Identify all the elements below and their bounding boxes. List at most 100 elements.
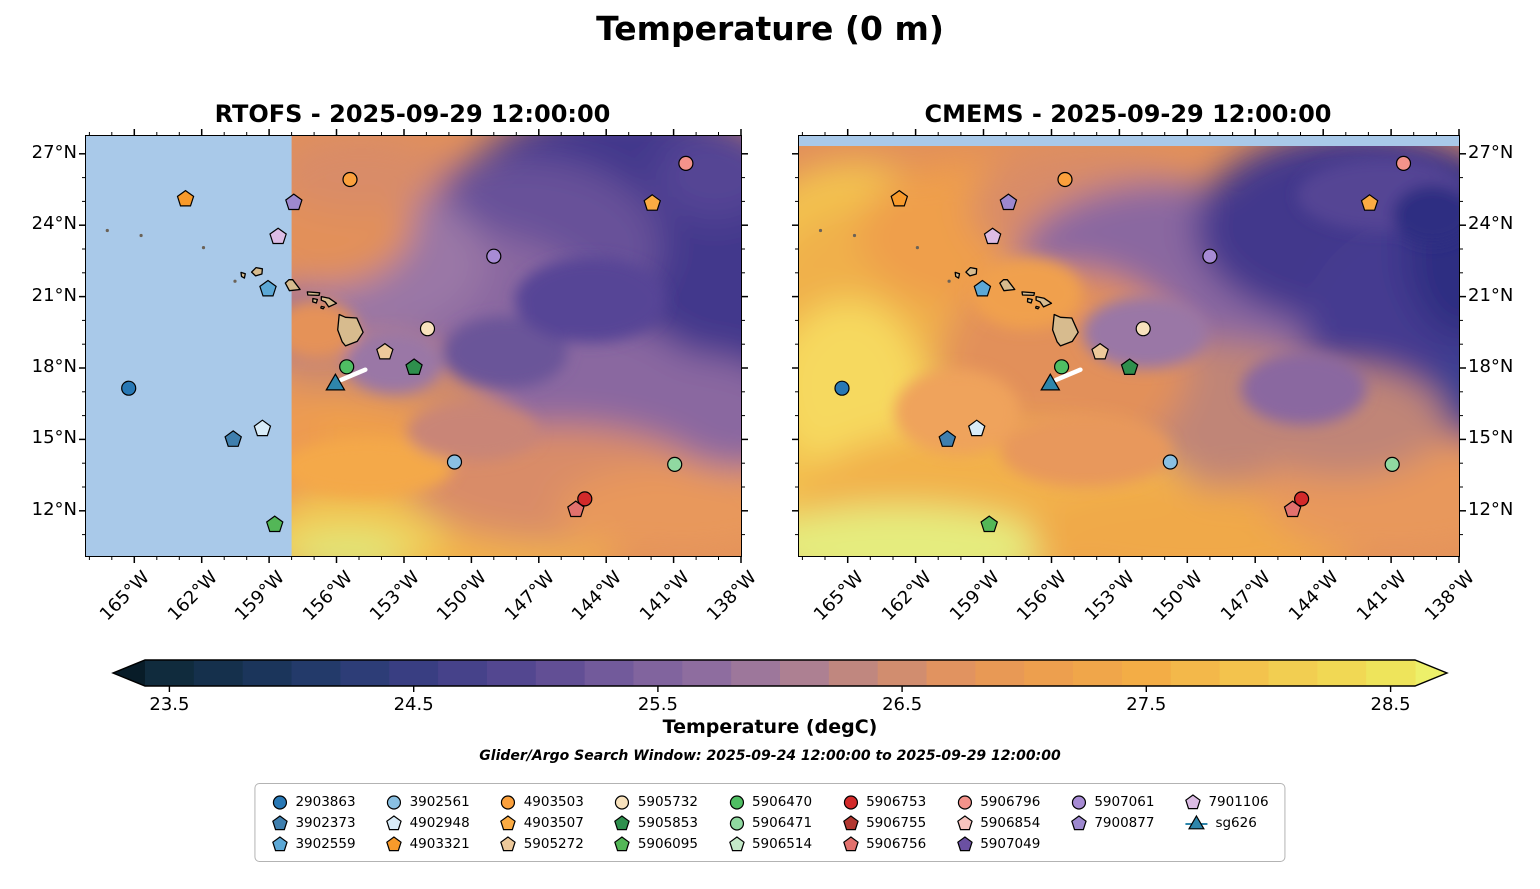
legend-label: 5906470 bbox=[751, 793, 813, 810]
float-legend-marker-icon bbox=[1071, 794, 1086, 810]
float-legend-marker-icon bbox=[615, 794, 630, 810]
lat-tick-label: 15°N bbox=[1468, 427, 1514, 449]
float-legend-marker-icon bbox=[272, 835, 288, 851]
float-marker-5906471 bbox=[1384, 456, 1400, 472]
legend-pentagon-marker bbox=[956, 814, 973, 830]
float-legend-marker-icon bbox=[843, 794, 858, 810]
glider-marker-sg626 bbox=[325, 373, 346, 391]
legend-pentagon-marker bbox=[614, 814, 631, 830]
lon-tick-label: 138°W bbox=[702, 567, 761, 626]
legend-label: 4903503 bbox=[523, 793, 584, 810]
float-legend-marker-icon bbox=[957, 794, 972, 810]
legend-label: 5906796 bbox=[980, 793, 1041, 810]
colorbar-tick-label: 26.5 bbox=[882, 694, 923, 715]
legend-item-5905732: 5905732 bbox=[614, 792, 698, 811]
lat-tick-label: 12°N bbox=[31, 498, 77, 520]
legend-circle-marker bbox=[729, 794, 744, 810]
legend-label: 4903507 bbox=[523, 814, 584, 831]
colorbar-tick-label: 23.5 bbox=[149, 694, 190, 715]
island-hawaii bbox=[337, 313, 364, 347]
legend-item-4903503: 4903503 bbox=[500, 792, 584, 811]
legend-label: 5906471 bbox=[751, 814, 813, 831]
cmems-top-strip bbox=[799, 136, 1459, 146]
float-marker-3902561 bbox=[1162, 454, 1178, 470]
legend-label: 5906514 bbox=[751, 835, 813, 852]
legend-item-3902373: 3902373 bbox=[271, 813, 356, 832]
legend-label: 7900877 bbox=[1094, 814, 1155, 831]
lat-tick-label: 27°N bbox=[1468, 141, 1514, 163]
island-niihau bbox=[954, 271, 961, 279]
legend-pentagon-marker bbox=[386, 814, 402, 830]
lon-tick-label: 165°W bbox=[809, 567, 868, 626]
colorbar bbox=[0, 656, 1540, 696]
legend-label: 5906756 bbox=[866, 835, 927, 852]
colorbar-tick-label: 24.5 bbox=[393, 694, 434, 715]
legend-label: 5906854 bbox=[980, 814, 1041, 831]
islet-speck bbox=[947, 279, 951, 283]
float-marker-4903507 bbox=[1360, 194, 1379, 211]
float-marker-4903503 bbox=[342, 171, 358, 188]
islet-speck bbox=[818, 228, 823, 233]
legend-item-4902948: 4902948 bbox=[386, 813, 470, 832]
legend-item-5906854: 5906854 bbox=[956, 813, 1040, 832]
float-legend-marker-icon bbox=[386, 835, 402, 851]
island-kauai bbox=[965, 266, 978, 277]
legend-pentagon-marker bbox=[842, 835, 859, 851]
island-lanai bbox=[1026, 297, 1033, 304]
legend-label: 5907049 bbox=[980, 835, 1041, 852]
float-marker-4903321 bbox=[176, 189, 195, 207]
island-niihau bbox=[240, 271, 246, 279]
float-marker-5906753 bbox=[1294, 491, 1310, 507]
float-marker-5905272 bbox=[376, 342, 394, 360]
float-marker-2903863 bbox=[834, 380, 850, 396]
float-legend-marker-icon bbox=[500, 835, 516, 851]
legend-pentagon-marker bbox=[500, 835, 516, 851]
lon-tick-label: 141°W bbox=[635, 567, 694, 626]
glider-track bbox=[338, 367, 368, 383]
legend-item-5906753: 5906753 bbox=[842, 792, 926, 811]
islet-speck bbox=[201, 246, 206, 250]
legend-circle-marker bbox=[957, 794, 972, 810]
legend-label: 5906755 bbox=[866, 814, 927, 831]
float-marker-5905853 bbox=[1120, 358, 1139, 375]
islet-speck bbox=[915, 246, 919, 250]
legend-label: 5905853 bbox=[637, 814, 698, 831]
legend: 2903863 3902561 4903503 5905732 5906470 59067… bbox=[254, 783, 1286, 862]
legend-item-2903863: 2903863 bbox=[271, 792, 356, 811]
float-marker-5906470 bbox=[1054, 359, 1070, 375]
legend-circle-marker bbox=[1071, 794, 1086, 810]
float-legend-marker-icon bbox=[729, 815, 744, 831]
float-marker-5906796 bbox=[678, 155, 694, 171]
map-overlay bbox=[792, 129, 1466, 563]
lon-tick-label: 144°W bbox=[567, 567, 627, 626]
legend-label: 5906753 bbox=[866, 793, 927, 810]
lon-tick-label: 162°W bbox=[877, 567, 936, 626]
float-marker-5906796 bbox=[1395, 155, 1412, 171]
legend-pentagon-marker bbox=[1185, 793, 1201, 809]
island-lanai bbox=[312, 297, 319, 304]
cmems-map bbox=[792, 129, 1466, 563]
float-legend-marker-icon bbox=[956, 814, 973, 830]
legend-label: sg626 bbox=[1215, 814, 1257, 831]
lon-tick-label: 138°W bbox=[1420, 567, 1479, 626]
lat-tick-label: 21°N bbox=[31, 284, 77, 306]
float-marker-3902561 bbox=[446, 454, 463, 470]
float-marker-5906471 bbox=[667, 456, 683, 472]
lon-tick-label: 156°W bbox=[298, 567, 357, 626]
float-legend-marker-icon bbox=[386, 814, 402, 830]
colorbar-label: Temperature (degC) bbox=[662, 716, 878, 738]
float-marker-5907061 bbox=[1202, 248, 1218, 264]
lon-tick-label: 165°W bbox=[96, 567, 155, 626]
legend-pentagon-marker bbox=[956, 835, 973, 851]
legend-pentagon-marker bbox=[842, 814, 859, 830]
float-legend-marker-icon bbox=[842, 835, 859, 851]
rtofs-panel-title: RTOFS - 2025-09-29 12:00:00 bbox=[214, 100, 611, 128]
glider-track bbox=[1053, 367, 1083, 383]
float-marker-5907061 bbox=[486, 248, 502, 264]
legend-item-4903321: 4903321 bbox=[386, 834, 470, 853]
lat-tick-label: 24°N bbox=[31, 213, 77, 235]
island-molokai bbox=[306, 291, 321, 297]
islet-speck bbox=[105, 228, 109, 233]
legend-label: 7901106 bbox=[1208, 793, 1269, 810]
